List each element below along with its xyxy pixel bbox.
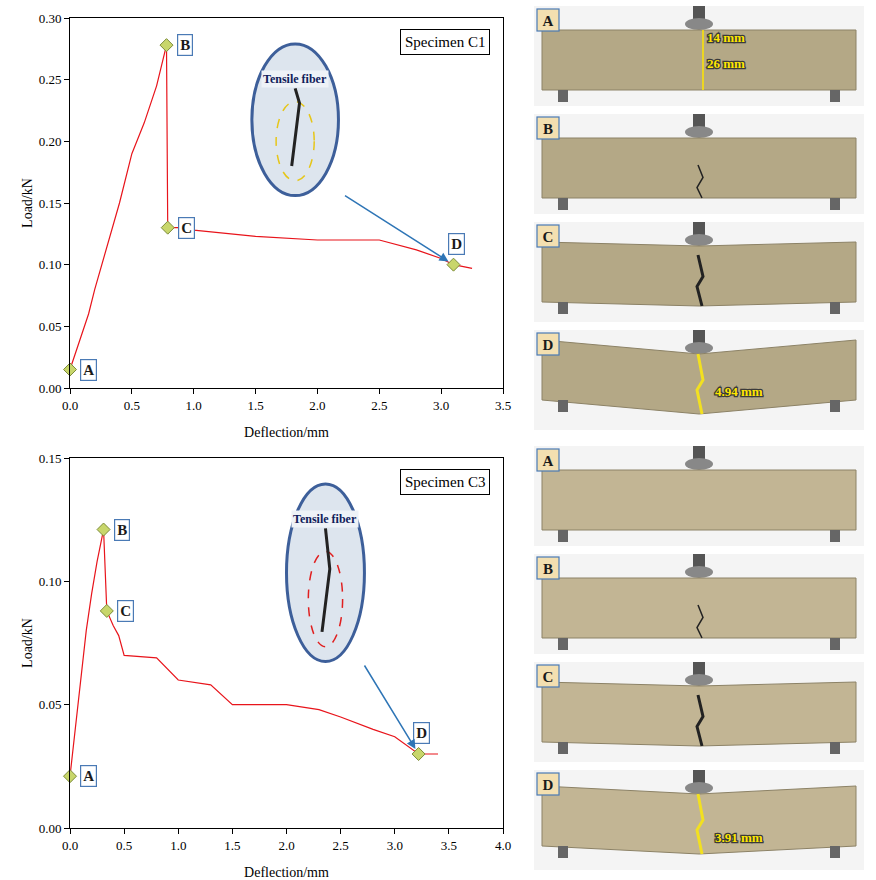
svg-text:A: A xyxy=(543,453,554,469)
svg-text:0.10: 0.10 xyxy=(39,257,62,272)
svg-text:Deflection/mm: Deflection/mm xyxy=(244,425,329,440)
svg-text:0.00: 0.00 xyxy=(39,821,62,836)
svg-text:3.5: 3.5 xyxy=(495,398,511,413)
svg-text:0.0: 0.0 xyxy=(62,838,78,853)
svg-text:B: B xyxy=(180,37,190,53)
svg-text:Specimen C1: Specimen C1 xyxy=(405,34,485,50)
svg-text:14 mm: 14 mm xyxy=(707,30,745,45)
svg-text:2.0: 2.0 xyxy=(278,838,294,853)
svg-text:Load/kN: Load/kN xyxy=(20,178,35,228)
svg-text:Specimen C3: Specimen C3 xyxy=(405,474,485,490)
svg-text:26 mm: 26 mm xyxy=(707,56,745,71)
svg-text:1.0: 1.0 xyxy=(170,838,186,853)
svg-text:Tensile fiber: Tensile fiber xyxy=(263,72,327,86)
svg-text:0.30: 0.30 xyxy=(39,11,62,26)
svg-text:1.5: 1.5 xyxy=(224,838,240,853)
svg-text:D: D xyxy=(451,236,462,252)
svg-text:4.94 mm: 4.94 mm xyxy=(715,384,763,399)
svg-text:D: D xyxy=(416,725,427,741)
svg-text:Tensile fiber: Tensile fiber xyxy=(293,512,357,526)
svg-text:4.0: 4.0 xyxy=(495,838,511,853)
svg-text:A: A xyxy=(83,768,94,784)
svg-text:0.0: 0.0 xyxy=(62,398,78,413)
svg-text:0.05: 0.05 xyxy=(39,319,62,334)
svg-text:C: C xyxy=(120,603,131,619)
svg-text:A: A xyxy=(83,362,94,378)
svg-text:0.15: 0.15 xyxy=(39,196,62,211)
svg-text:2.5: 2.5 xyxy=(333,838,349,853)
svg-text:1.5: 1.5 xyxy=(247,398,263,413)
svg-text:0.25: 0.25 xyxy=(39,72,62,87)
svg-text:C: C xyxy=(543,229,554,245)
svg-text:0.00: 0.00 xyxy=(39,381,62,396)
svg-text:2.5: 2.5 xyxy=(371,398,387,413)
svg-text:Load/kN: Load/kN xyxy=(20,618,35,668)
svg-text:C: C xyxy=(181,220,192,236)
svg-text:A: A xyxy=(543,13,554,29)
svg-text:3.5: 3.5 xyxy=(441,838,457,853)
svg-text:D: D xyxy=(543,777,554,793)
svg-text:D: D xyxy=(543,337,554,353)
svg-text:3.91 mm: 3.91 mm xyxy=(715,830,763,845)
svg-text:B: B xyxy=(117,522,127,538)
svg-text:3.0: 3.0 xyxy=(387,838,403,853)
svg-text:0.15: 0.15 xyxy=(39,451,62,466)
svg-text:0.5: 0.5 xyxy=(124,398,140,413)
svg-text:Deflection/mm: Deflection/mm xyxy=(244,865,329,880)
svg-text:0.5: 0.5 xyxy=(116,838,132,853)
svg-text:3.0: 3.0 xyxy=(433,398,449,413)
svg-text:2.0: 2.0 xyxy=(309,398,325,413)
svg-text:0.10: 0.10 xyxy=(39,574,62,589)
svg-text:0.05: 0.05 xyxy=(39,697,62,712)
svg-text:0.20: 0.20 xyxy=(39,134,62,149)
svg-text:C: C xyxy=(543,669,554,685)
svg-text:B: B xyxy=(543,121,553,137)
svg-text:B: B xyxy=(543,561,553,577)
svg-text:1.0: 1.0 xyxy=(186,398,202,413)
